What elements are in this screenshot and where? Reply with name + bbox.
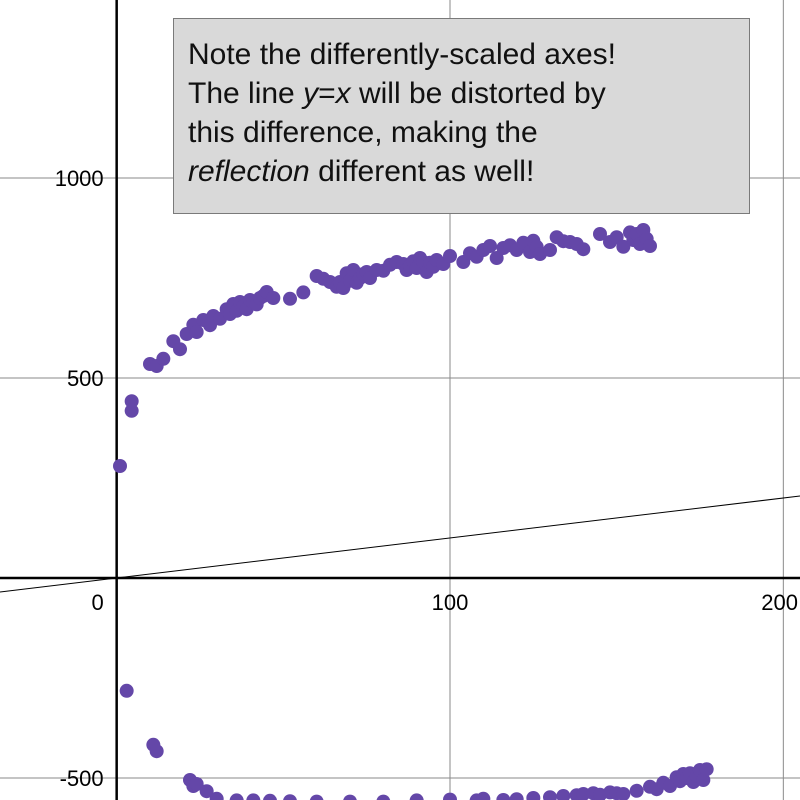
note-line-2-y: y xyxy=(303,77,319,110)
data-point xyxy=(576,787,591,800)
data-point xyxy=(189,325,204,339)
data-point xyxy=(113,459,127,473)
data-point xyxy=(283,291,297,306)
data-point xyxy=(616,239,631,254)
data-point xyxy=(496,793,511,800)
data-point xyxy=(543,243,557,257)
origin-label: 0 xyxy=(92,590,104,615)
note-line-4-post: different as well! xyxy=(309,155,535,188)
data-point xyxy=(616,787,631,800)
y-tick-label: 500 xyxy=(67,366,104,391)
data-point xyxy=(476,791,491,800)
data-point xyxy=(229,793,244,800)
data-point xyxy=(296,285,311,300)
data-point xyxy=(699,762,714,777)
data-point xyxy=(509,792,524,800)
data-point xyxy=(266,291,281,305)
y-tick-label: 1000 xyxy=(55,166,104,191)
data-point xyxy=(556,789,571,800)
data-point xyxy=(443,249,457,263)
data-point xyxy=(156,351,171,366)
note-line-4-em: reflection xyxy=(188,155,310,188)
x-tick-label: 200 xyxy=(761,590,798,615)
note-line-2-x: x xyxy=(335,77,351,110)
note-line-3: this difference, making the xyxy=(188,116,538,149)
data-point xyxy=(576,242,591,257)
data-point xyxy=(124,394,139,409)
data-point xyxy=(489,251,504,265)
data-point xyxy=(124,403,139,418)
data-point xyxy=(189,777,204,791)
data-point xyxy=(119,683,134,698)
data-point xyxy=(173,342,187,357)
data-point xyxy=(283,794,297,800)
line-y-equals-x xyxy=(0,495,800,593)
note-line-2: The line y=x will be distorted by xyxy=(188,74,735,113)
data-point xyxy=(246,793,261,800)
data-point xyxy=(209,791,224,800)
data-point xyxy=(263,793,277,800)
x-tick-label: 100 xyxy=(432,590,469,615)
note-line-2-pre: The line xyxy=(188,77,304,110)
data-point xyxy=(409,793,424,800)
tick-labels: 100 200 1000 500 -500 0 xyxy=(55,166,798,791)
data-point xyxy=(526,791,541,800)
note-line-4: reflection different as well! xyxy=(188,152,735,191)
data-point xyxy=(543,790,557,800)
data-point xyxy=(343,794,357,800)
data-points xyxy=(113,223,714,800)
data-point xyxy=(376,794,391,800)
data-point xyxy=(593,227,607,241)
data-point xyxy=(199,784,214,799)
data-point xyxy=(149,744,164,759)
data-point xyxy=(483,239,497,253)
note-line-1: Note the differently-scaled axes! xyxy=(188,38,617,71)
data-point xyxy=(629,783,644,798)
data-point xyxy=(443,792,457,800)
data-point xyxy=(696,773,711,787)
note-line-2-post: will be distorted by xyxy=(350,77,606,110)
data-point xyxy=(643,239,657,253)
reference-line-layer xyxy=(0,495,800,593)
data-point xyxy=(309,794,324,800)
note-line-2-eq: = xyxy=(318,77,336,110)
y-tick-label: -500 xyxy=(60,766,104,791)
annotation-note: Note the differently-scaled axes! The li… xyxy=(173,18,750,214)
